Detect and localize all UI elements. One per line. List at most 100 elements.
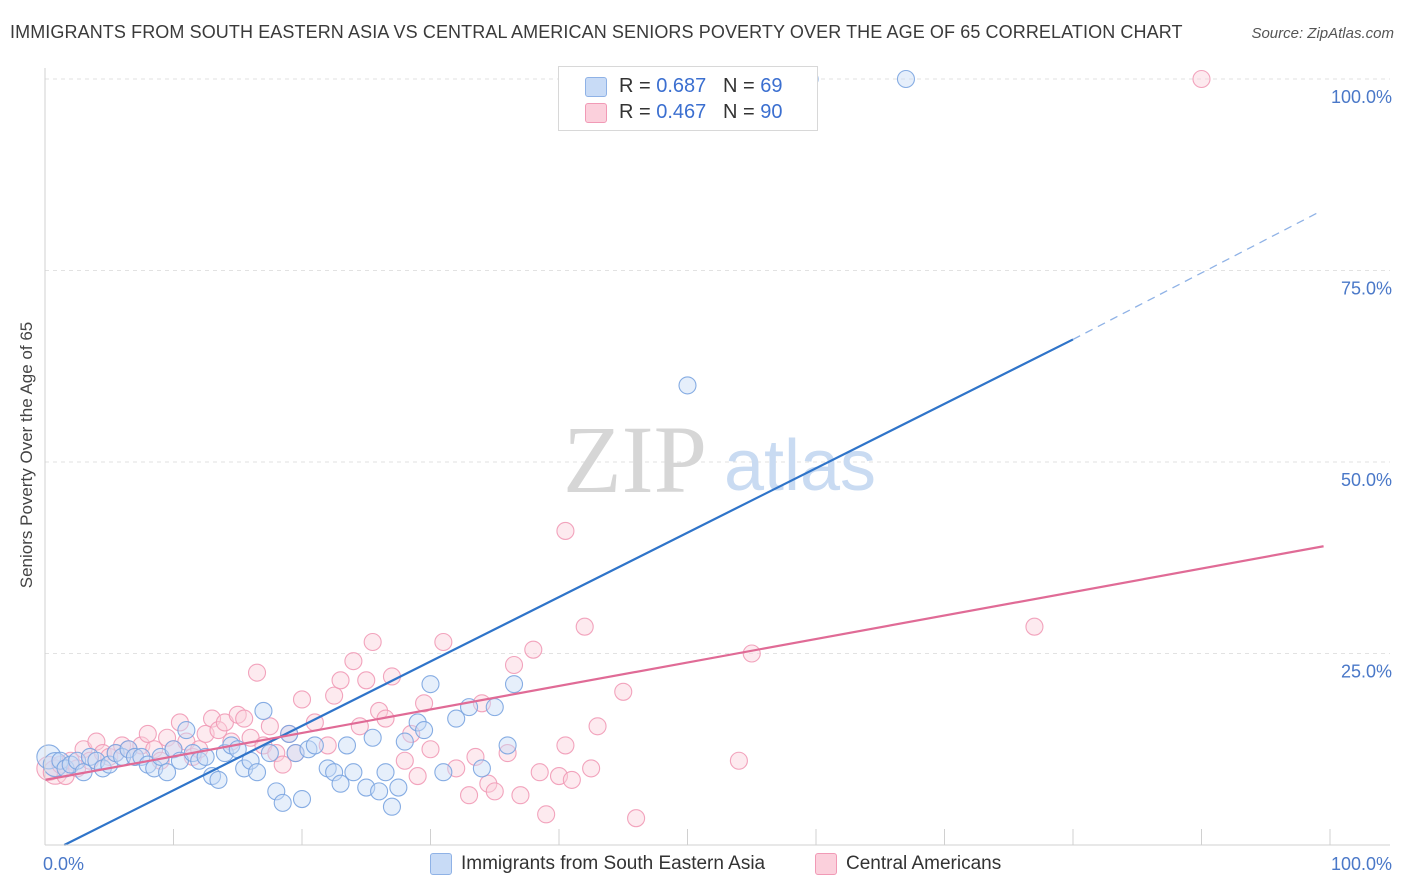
stats-n-label: N = [722,75,761,97]
south-eastern-asia-point [434,763,453,782]
central-americans-point [588,717,607,736]
stats-swatch-blue [585,77,607,97]
stats-n-value: 90 [760,101,783,123]
central-americans-point [235,709,254,728]
south-eastern-asia-point [273,793,292,812]
south-eastern-asia-point [678,376,697,395]
trend-lines [44,212,1324,846]
central-americans-point [382,667,402,686]
central-americans-point [511,786,530,805]
axes [44,68,1390,846]
central-americans-point [627,809,646,828]
south-eastern-asia-point [267,782,286,801]
south-eastern-asia-point [395,732,414,751]
central-americans-point [530,763,549,782]
central-americans-point [247,663,267,682]
central-americans-point [292,690,312,709]
central-americans-point [556,736,575,755]
series-south-eastern-asia [36,69,916,816]
y-tick-label: 25.0% [1341,662,1392,682]
south-eastern-asia-point [42,752,68,778]
central-americans-point [138,724,157,743]
stats-swatch-pink [585,103,607,123]
stats-r-label: R = [619,75,657,97]
y-tick-labels: 25.0% 50.0% 75.0% 100.0% [1331,87,1392,682]
central-americans-point [273,755,292,774]
central-americans-point [1192,69,1211,89]
central-americans-point [434,632,453,652]
y-tick-label: 75.0% [1341,279,1392,299]
chart-title: IMMIGRANTS FROM SOUTH EASTERN ASIA VS CE… [10,22,1183,42]
south-eastern-asia-point [305,736,324,755]
central-americans-point [485,782,504,801]
central-americans-point [209,721,228,740]
south-eastern-asia-point [292,789,312,809]
south-eastern-asia-point [158,763,177,782]
south-eastern-asia-point [376,763,395,782]
watermark-atlas: atlas [724,426,876,506]
south-eastern-asia-point [896,69,916,89]
south-eastern-asia-point [209,770,228,789]
central-americans-point [267,744,286,763]
central-americans-point [363,632,382,652]
central-americans-point [325,686,344,705]
south-eastern-asia-point [485,698,504,717]
south-eastern-asia-point [260,744,279,763]
stats-n-label: N = [722,101,761,123]
central-americans-point [562,770,581,789]
central-americans-point [357,671,376,690]
stats-r-value: 0.687 [656,75,707,97]
south-eastern-asia-point [164,740,183,759]
central-americans-point [344,652,363,671]
south-eastern-asia-point [389,778,408,797]
south-eastern-asia-point [177,721,196,740]
south-eastern-asia-point [504,675,524,694]
central-americans-point [556,521,575,540]
south-eastern-asia-point [254,701,273,721]
central-americans-point [170,713,189,732]
legend-swatch-blue [430,853,452,875]
source-credit: Source: ZipAtlas.com [1251,25,1394,42]
south-eastern-asia-point [382,797,402,816]
south-eastern-asia-point [498,736,517,755]
stats-box: R = 0.687 N = 69 R = 0.467 N = 90 [558,66,818,131]
trend-line-south-eastern-asia [63,338,1074,846]
central-americans-point [421,740,440,759]
stats-r-value: 0.467 [656,101,707,123]
stats-r-label: R = [619,101,657,123]
central-americans-point [742,644,761,663]
central-americans-point [466,747,485,766]
south-eastern-asia-point [247,763,267,782]
south-eastern-asia-point [196,747,215,766]
central-americans-point [479,774,498,793]
central-americans-point [504,655,524,675]
south-eastern-asia-point [421,675,440,694]
south-eastern-asia-point [370,782,389,801]
x-tick-label: 0.0% [43,854,84,874]
central-americans-point [582,759,601,778]
south-eastern-asia-point [344,763,363,782]
y-tick-label: 100.0% [1331,87,1392,107]
south-eastern-asia-point [337,736,357,755]
y-tick-label: 50.0% [1341,470,1392,490]
central-americans-point [158,728,177,747]
south-eastern-asia-point [408,713,427,732]
legend: Immigrants from South Eastern Asia Centr… [0,851,1406,879]
central-americans-point [318,736,337,755]
central-americans-point [408,767,427,786]
central-americans-point [537,805,556,824]
central-americans-point [260,717,279,736]
x-tick-label: 100.0% [1331,854,1392,874]
legend-label: Immigrants from South Eastern Asia [461,853,766,874]
south-eastern-asia-point [325,763,344,782]
watermark: ZIP atlas [563,406,876,513]
x-tick-labels: 0.0% 100.0% [43,854,1392,874]
legend-swatch-pink [815,853,837,875]
south-eastern-asia-point [447,709,466,728]
central-americans-point [498,744,517,763]
south-eastern-asia-point [472,759,491,778]
central-americans-point [614,682,633,701]
central-americans-point [415,694,434,713]
trend-line-extension [1072,212,1318,341]
